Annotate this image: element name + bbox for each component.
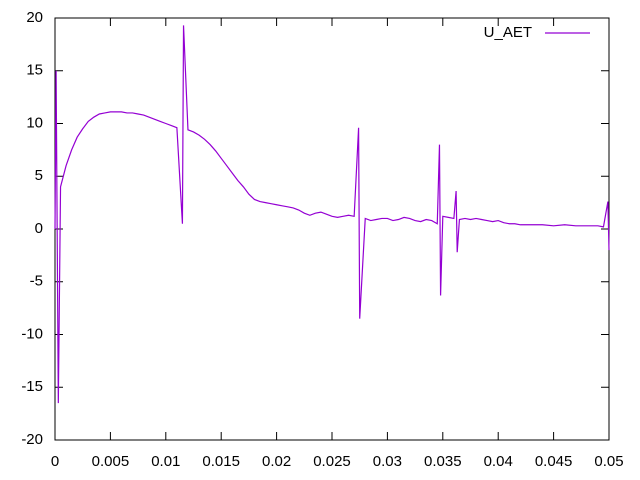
x-tick-label: 0.015 — [202, 453, 240, 470]
x-tick-label: 0.005 — [92, 453, 130, 470]
y-tick-label: -15 — [21, 378, 43, 395]
y-tick-label: 20 — [26, 9, 43, 26]
x-tick-label: 0.035 — [424, 453, 462, 470]
x-tick-label: 0 — [51, 453, 59, 470]
plot-border — [54, 17, 610, 441]
y-tick-label: -20 — [21, 431, 43, 448]
y-tick-label: 0 — [35, 220, 43, 237]
y-tick-label: 5 — [35, 167, 43, 184]
y-tick-label: -10 — [21, 325, 43, 342]
x-tick-label: 0.04 — [484, 453, 513, 470]
data-line — [54, 25, 610, 404]
y-tick-label: 15 — [26, 62, 43, 79]
legend-label: U_AET — [484, 24, 532, 41]
x-tick-label: 0.045 — [535, 453, 573, 470]
y-tick-label: 10 — [26, 114, 43, 131]
y-tick-label: -5 — [30, 273, 43, 290]
x-tick-label: 0.03 — [373, 453, 402, 470]
x-tick-label: 0.025 — [313, 453, 351, 470]
x-tick-label: 0.02 — [262, 453, 291, 470]
x-tick-label: 0.05 — [594, 453, 623, 470]
x-tick-label: 0.01 — [151, 453, 180, 470]
